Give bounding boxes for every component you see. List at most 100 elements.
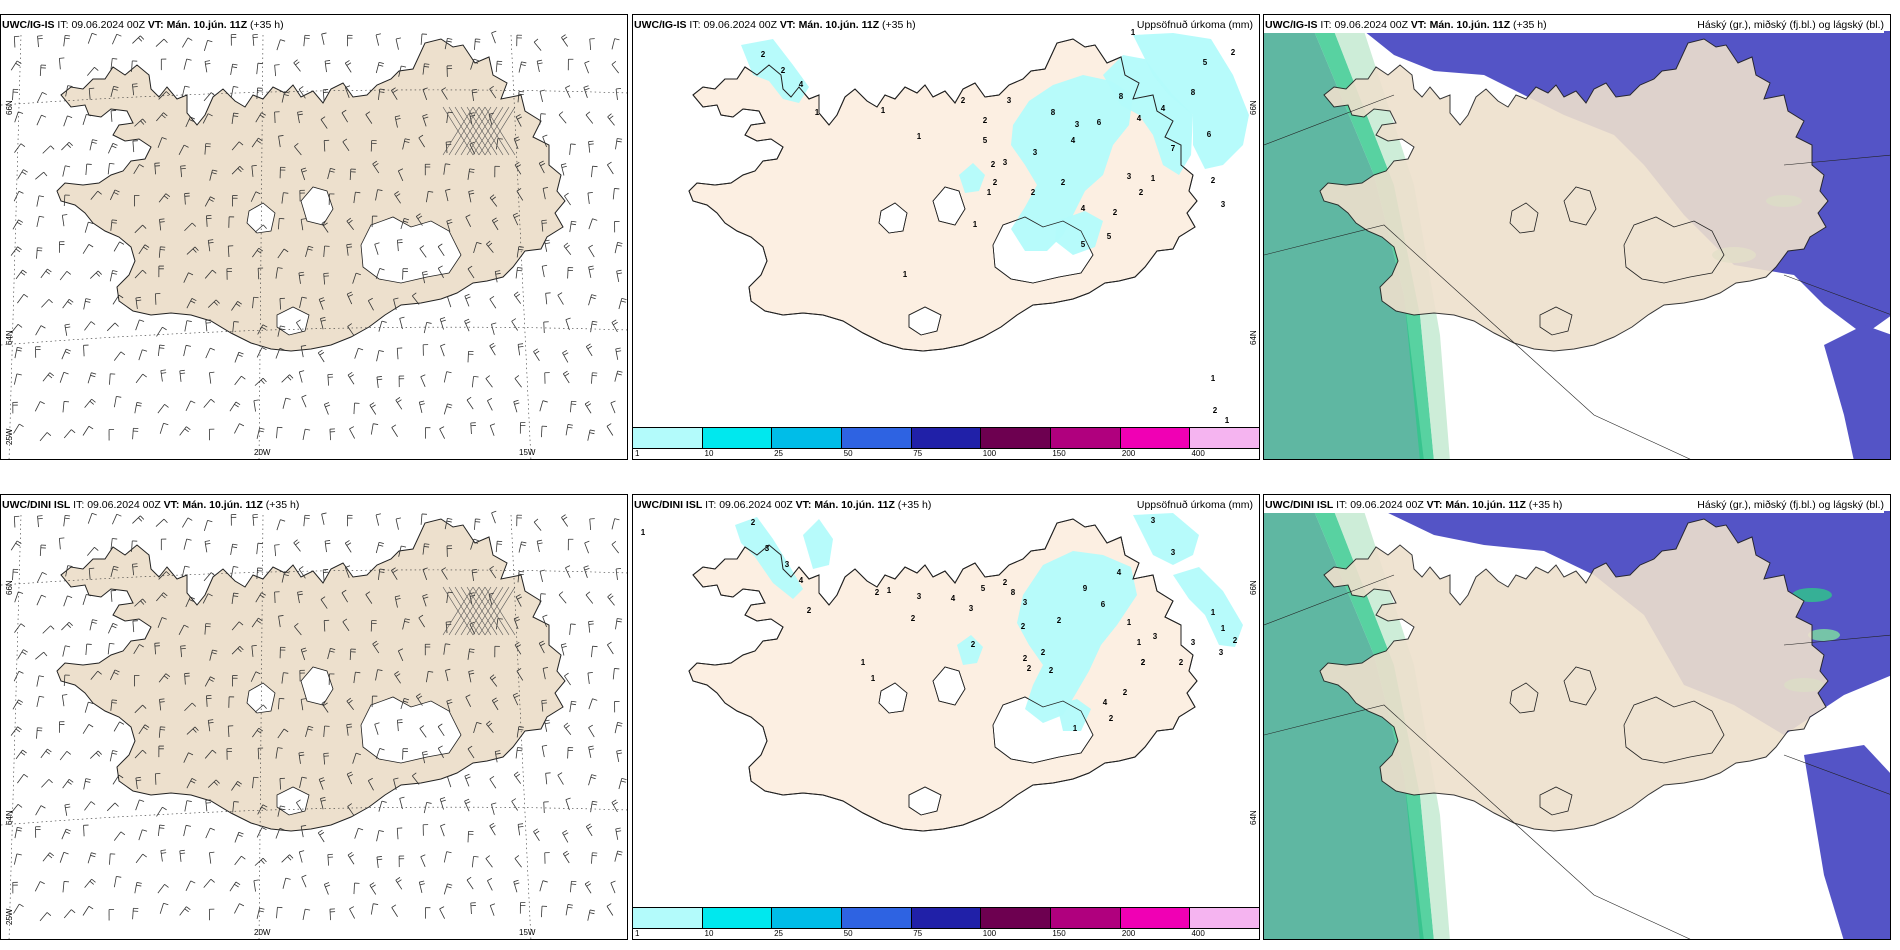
init-time: 09.06.2024 00Z bbox=[1350, 499, 1424, 511]
cloud-title: Háský (gr.), miðský (fj.bl.) og lágský (… bbox=[1697, 19, 1884, 31]
svg-text:2: 2 bbox=[1231, 48, 1236, 57]
model-name: UWC/DINI ISL bbox=[2, 499, 71, 511]
cloud-panel-ig: UWC/IG-IS IT: 09.06.2024 00Z VT: Mán. 10… bbox=[1263, 14, 1891, 460]
svg-text:8: 8 bbox=[1051, 108, 1056, 117]
svg-text:4: 4 bbox=[1103, 698, 1108, 707]
iceland-wind-map bbox=[1, 495, 627, 939]
colorbar-swatch bbox=[1050, 908, 1120, 928]
svg-text:3: 3 bbox=[1151, 516, 1156, 525]
svg-text:3: 3 bbox=[1003, 158, 1008, 167]
svg-text:2: 2 bbox=[961, 96, 966, 105]
svg-text:1: 1 bbox=[1225, 416, 1230, 425]
colorbar-swatch bbox=[771, 428, 842, 448]
colorbar-level: 200 bbox=[1121, 929, 1136, 938]
precip-title: Uppsöfnuð úrkoma (mm) bbox=[1136, 19, 1253, 31]
svg-text:1: 1 bbox=[1211, 374, 1216, 383]
svg-text:2: 2 bbox=[983, 116, 988, 125]
svg-text:3: 3 bbox=[1033, 148, 1038, 157]
colorbar-level: 100 bbox=[982, 449, 997, 458]
lat-label-64: 64N bbox=[5, 810, 14, 825]
colorbar-level: 10 bbox=[704, 929, 714, 938]
svg-text:4: 4 bbox=[1137, 114, 1142, 123]
lead-time: (+35 h) bbox=[265, 499, 300, 511]
svg-text:3: 3 bbox=[1219, 648, 1224, 657]
colorbar-swatch bbox=[841, 428, 911, 448]
colorbar-swatch bbox=[1119, 428, 1190, 448]
svg-text:3: 3 bbox=[1171, 548, 1176, 557]
valid-time: Mán. 10.jún. 11Z bbox=[166, 19, 248, 31]
svg-text:2: 2 bbox=[1027, 664, 1032, 673]
svg-text:2: 2 bbox=[1049, 666, 1054, 675]
svg-text:2: 2 bbox=[1041, 648, 1046, 657]
svg-text:4: 4 bbox=[1081, 204, 1086, 213]
colorbar-level: 400 bbox=[1191, 449, 1205, 458]
colorbar-swatch bbox=[841, 908, 911, 928]
svg-text:3: 3 bbox=[1075, 120, 1080, 129]
svg-text:2: 2 bbox=[1023, 654, 1028, 663]
svg-text:3: 3 bbox=[917, 592, 922, 601]
svg-text:1: 1 bbox=[903, 270, 908, 279]
iceland-wind-map bbox=[1, 15, 627, 459]
init-time: 09.06.2024 00Z bbox=[71, 19, 145, 31]
svg-text:4: 4 bbox=[1161, 104, 1166, 113]
colorbar-level: 75 bbox=[913, 929, 923, 938]
colorbar-swatch bbox=[980, 908, 1051, 928]
svg-text:1: 1 bbox=[887, 586, 892, 595]
svg-text:2: 2 bbox=[1123, 688, 1128, 697]
svg-text:1: 1 bbox=[1151, 174, 1156, 183]
svg-text:2: 2 bbox=[761, 50, 766, 59]
panel-header: UWC/DINI ISL IT: 09.06.2024 00Z VT: Mán.… bbox=[2, 499, 300, 511]
svg-text:2: 2 bbox=[991, 160, 996, 169]
svg-text:5: 5 bbox=[1081, 240, 1086, 249]
lead-time: (+35 h) bbox=[250, 19, 284, 31]
lon-label-20: 20W bbox=[254, 448, 271, 457]
cloud-panel-dini: UWC/DINI ISL IT: 09.06.2024 00Z VT: Mán.… bbox=[1263, 494, 1891, 940]
colorbar-swatch bbox=[771, 908, 842, 928]
svg-text:2: 2 bbox=[1211, 176, 1216, 185]
colorbar-level: 200 bbox=[1121, 449, 1136, 458]
svg-text:2: 2 bbox=[1061, 178, 1066, 187]
precip-panel-dini: UWC/DINI ISL IT: 09.06.2024 00Z VT: Mán.… bbox=[632, 494, 1260, 940]
model-name: UWC/IG-IS bbox=[1265, 19, 1318, 31]
colorbar-level: 25 bbox=[774, 449, 784, 458]
lat-label-66: 66N bbox=[5, 100, 14, 115]
svg-text:2: 2 bbox=[1109, 714, 1114, 723]
svg-text:2: 2 bbox=[1057, 616, 1062, 625]
colorbar-level: 50 bbox=[843, 449, 853, 458]
svg-text:3: 3 bbox=[1007, 96, 1012, 105]
svg-text:1: 1 bbox=[881, 106, 886, 115]
svg-text:1: 1 bbox=[1131, 28, 1136, 37]
svg-text:1: 1 bbox=[641, 528, 646, 537]
svg-text:2: 2 bbox=[1003, 578, 1008, 587]
svg-text:1: 1 bbox=[861, 658, 866, 667]
colorbar-swatch bbox=[1189, 428, 1259, 448]
svg-text:2: 2 bbox=[911, 614, 916, 623]
svg-text:5: 5 bbox=[983, 136, 988, 145]
svg-text:1: 1 bbox=[1211, 608, 1216, 617]
svg-text:2: 2 bbox=[875, 588, 880, 597]
svg-text:1: 1 bbox=[973, 220, 978, 229]
colorbar-swatch bbox=[1189, 908, 1259, 928]
svg-text:2: 2 bbox=[1021, 622, 1026, 631]
svg-text:2: 2 bbox=[1113, 208, 1118, 217]
svg-text:1: 1 bbox=[1127, 618, 1132, 627]
svg-text:1: 1 bbox=[1073, 724, 1078, 733]
svg-text:1: 1 bbox=[871, 674, 876, 683]
svg-text:2: 2 bbox=[971, 640, 976, 649]
svg-text:1: 1 bbox=[987, 188, 992, 197]
svg-text:1: 1 bbox=[917, 132, 922, 141]
svg-text:1: 1 bbox=[815, 108, 820, 117]
precip-colorbar-labels: 1 10 25 50 75 100 150 200 400 bbox=[633, 449, 1259, 459]
svg-text:8: 8 bbox=[1191, 88, 1196, 97]
lon-label-25: 25W bbox=[5, 908, 14, 925]
init-time: 09.06.2024 00Z bbox=[1334, 19, 1408, 31]
colorbar-level: 10 bbox=[704, 449, 714, 458]
svg-text:2: 2 bbox=[807, 606, 812, 615]
svg-text:8: 8 bbox=[1119, 92, 1124, 101]
lon-label-15: 15W bbox=[519, 928, 536, 937]
lat-label-66: 66N bbox=[1249, 100, 1258, 115]
colorbar-swatch bbox=[1119, 908, 1190, 928]
svg-text:2: 2 bbox=[1141, 658, 1146, 667]
svg-text:4: 4 bbox=[799, 576, 804, 585]
svg-text:2: 2 bbox=[781, 66, 786, 75]
